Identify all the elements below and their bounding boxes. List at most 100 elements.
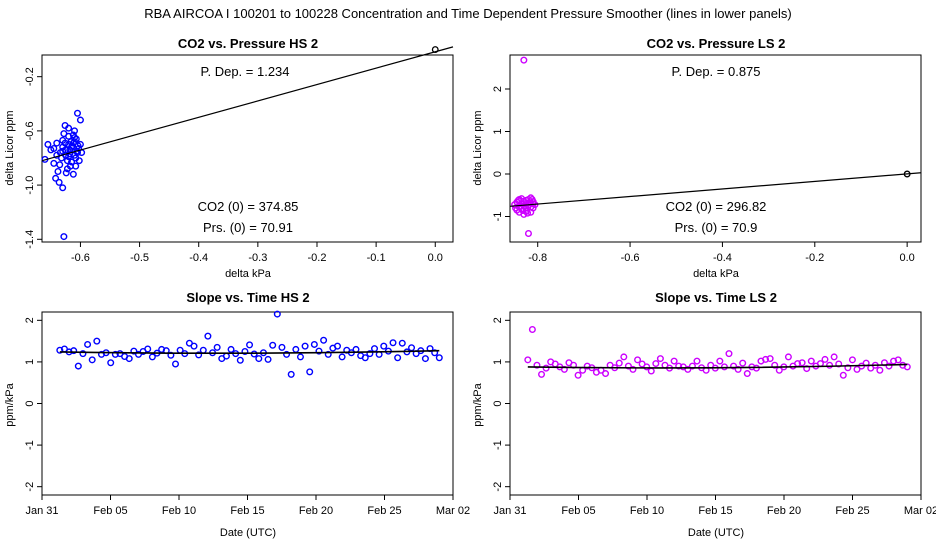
data-point [421,355,429,363]
data-point [44,140,52,148]
panel-title: Slope vs. Time HS 2 [186,290,309,305]
x-tick-label: -0.5 [130,252,149,264]
data-point [50,159,58,167]
x-tick-label: Jan 31 [25,505,58,517]
data-point [246,341,254,349]
y-tick-label: 2 [492,86,504,92]
data-point [213,343,221,351]
data-point [615,359,623,367]
data-point [574,371,582,379]
data-point [73,109,81,117]
data-point [278,343,286,351]
data-point [269,341,277,349]
data-point [522,207,530,215]
y-tick-label: -1.4 [24,230,36,249]
data-point [250,350,258,358]
y-tick-label: 1 [492,128,504,134]
panel-title: CO2 vs. Pressure LS 2 [647,36,786,51]
data-point [53,139,61,147]
data-point [55,178,63,186]
data-point [514,196,522,204]
data-point [643,363,651,371]
x-tick-label: Jan 31 [493,505,526,517]
y-tick-label: -2 [24,482,36,492]
x-tick-label: -0.3 [248,252,267,264]
plot-frame [41,54,454,243]
data-point [431,349,439,357]
data-point [656,355,664,363]
data-point [389,339,397,347]
data-point [273,310,281,318]
x-tick-label: Feb 10 [630,505,664,517]
x-tick-label: Feb 15 [230,505,264,517]
x-tick-label: -0.8 [528,252,547,264]
panel-slope-vs-time-hs2: Slope vs. Time HS 2 Date (UTC) ppm/kPa J… [4,290,470,539]
data-point [320,336,328,344]
data-point [352,345,360,353]
y-axis-label: delta Licor ppm [472,110,484,185]
y-tick-label: -0.6 [24,121,36,140]
data-point [538,370,546,378]
data-point [88,356,96,364]
data-point [894,356,902,364]
data-point [338,353,346,361]
data-point [890,357,898,365]
data-point [762,355,770,363]
data-point [287,370,295,378]
data-point [684,365,692,373]
x-tick-label: -0.6 [71,252,90,264]
data-point [885,362,893,370]
data-point [69,170,77,178]
data-point [111,350,119,358]
data-point [50,144,58,152]
x-tick-label: Mar 02 [904,505,936,517]
x-tick-label: -0.1 [367,252,386,264]
data-point [876,366,884,374]
data-point [75,157,83,165]
x-tick-label: -0.6 [621,252,640,264]
data-point [380,342,388,350]
data-point [848,356,856,364]
plot-frame [509,311,922,496]
data-point [716,357,724,365]
y-tick-label: 2 [492,317,504,323]
data-point [743,370,751,378]
y-tick-label: 1 [24,359,36,365]
data-point [520,56,528,64]
data-point [292,345,300,353]
data-point [61,139,69,147]
x-tick-label: -0.4 [189,252,208,264]
data-point [839,371,847,379]
x-axis-label: Date (UTC) [688,527,744,539]
panel-title: CO2 vs. Pressure HS 2 [178,36,318,51]
data-point [76,116,84,124]
data-point [69,131,77,139]
x-tick-label: -0.4 [713,252,732,264]
data-point [766,355,774,363]
data-point [70,347,78,355]
data-point [52,174,60,182]
y-tick-label: -1 [24,440,36,450]
data-point [54,168,62,176]
page-title: RBA AIRCOA I 100201 to 100228 Concentrat… [144,6,792,21]
data-point [620,353,628,361]
x-tick-label: Feb 20 [299,505,333,517]
data-point [148,353,156,361]
data-point [296,353,304,361]
plot-frame [41,311,454,496]
data-point [807,357,815,365]
x-tick-label: Feb 05 [93,505,127,517]
x-axis-label: delta kPa [693,268,740,280]
data-point [798,359,806,367]
panel-title: Slope vs. Time LS 2 [655,290,777,305]
annotation-prs-0: Prs. (0) = 70.9 [675,220,758,235]
data-point [398,339,406,347]
data-point [522,200,530,208]
x-axis-label: delta kPa [225,268,272,280]
data-point [68,158,76,166]
panel-slope-vs-time-ls2: Slope vs. Time LS 2 Date (UTC) ppm/kPa J… [472,290,936,539]
data-point [730,362,738,370]
data-point [647,367,655,375]
data-point [315,347,323,355]
x-tick-label: Feb 05 [561,505,595,517]
